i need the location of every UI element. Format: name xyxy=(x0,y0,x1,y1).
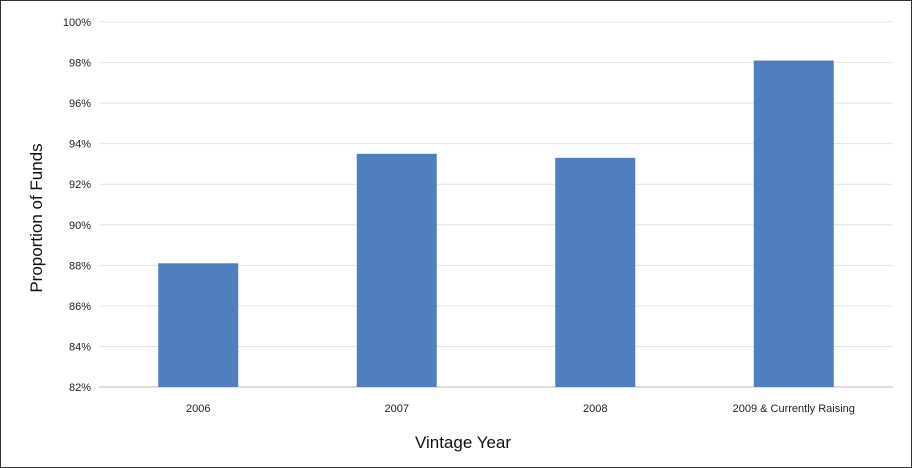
x-axis-title: Vintage Year xyxy=(415,433,511,452)
y-tick-label: 82% xyxy=(69,382,91,394)
x-tick-labels: 2006 2007 2008 2009 & Currently Raising xyxy=(186,403,855,415)
bar xyxy=(753,60,834,388)
x-tick-label: 2008 xyxy=(583,403,607,415)
y-tick-label: 90% xyxy=(69,220,91,232)
bar xyxy=(356,153,437,387)
bars xyxy=(158,60,834,388)
y-tick-label: 98% xyxy=(69,58,91,70)
y-tick-label: 86% xyxy=(69,301,91,313)
y-axis-title: Proportion of Funds xyxy=(27,143,46,292)
y-tick-label: 88% xyxy=(69,260,91,272)
y-tick-labels: 82% 84% 86% 88% 90% 92% 94% 96% 98% 100% xyxy=(63,17,91,394)
y-tick-label: 94% xyxy=(69,139,91,151)
bar xyxy=(555,157,636,387)
y-tick-label: 96% xyxy=(69,98,91,110)
x-tick-label: 2009 & Currently Raising xyxy=(733,403,855,415)
y-tick-label: 100% xyxy=(63,17,91,29)
x-tick-label: 2006 xyxy=(186,403,210,415)
y-tick-label: 84% xyxy=(69,341,91,353)
x-tick-label: 2007 xyxy=(385,403,409,415)
bar xyxy=(158,263,239,387)
y-tick-label: 92% xyxy=(69,179,91,191)
